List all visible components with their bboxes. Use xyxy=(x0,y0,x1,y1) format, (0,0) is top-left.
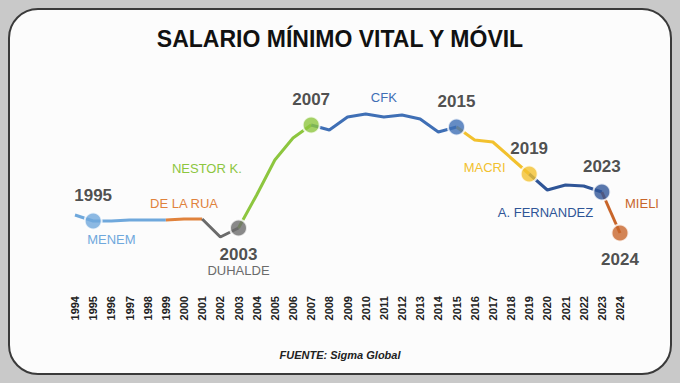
svg-text:1997: 1997 xyxy=(124,296,136,320)
svg-text:2023: 2023 xyxy=(596,296,608,320)
svg-text:2008: 2008 xyxy=(323,296,335,320)
svg-text:2003: 2003 xyxy=(233,296,245,320)
svg-text:2019: 2019 xyxy=(510,139,548,158)
svg-text:1995: 1995 xyxy=(87,296,99,320)
svg-text:MENEM: MENEM xyxy=(87,232,135,247)
svg-text:2006: 2006 xyxy=(287,296,299,320)
svg-text:2002: 2002 xyxy=(214,296,226,320)
svg-text:1995: 1995 xyxy=(74,186,112,205)
svg-text:NESTOR K.: NESTOR K. xyxy=(172,161,242,176)
svg-text:2012: 2012 xyxy=(396,296,408,320)
svg-text:2004: 2004 xyxy=(251,295,263,320)
svg-text:2010: 2010 xyxy=(360,296,372,320)
svg-text:2024: 2024 xyxy=(601,250,639,269)
svg-text:Sigma Global: Sigma Global xyxy=(327,349,401,361)
svg-text:CFK: CFK xyxy=(371,90,397,105)
svg-text:2019: 2019 xyxy=(523,296,535,320)
svg-text:2003: 2003 xyxy=(220,245,258,264)
svg-text:MACRI: MACRI xyxy=(464,160,506,175)
svg-text:1994: 1994 xyxy=(69,295,81,320)
svg-text:2013: 2013 xyxy=(414,296,426,320)
svg-text:DE LA RUA: DE LA RUA xyxy=(150,196,218,211)
svg-text:2015: 2015 xyxy=(451,296,463,320)
svg-text:2011: 2011 xyxy=(378,296,390,320)
svg-text:FUENTE:: FUENTE: xyxy=(279,349,327,361)
svg-text:DUHALDE: DUHALDE xyxy=(207,263,269,278)
svg-text:1999: 1999 xyxy=(160,296,172,320)
svg-text:2024: 2024 xyxy=(614,295,626,320)
svg-text:2007: 2007 xyxy=(305,296,317,320)
svg-text:MIELI: MIELI xyxy=(625,196,659,211)
svg-text:2007: 2007 xyxy=(292,90,330,109)
svg-text:1998: 1998 xyxy=(142,296,154,320)
svg-text:SALARIO MÍNIMO VITAL Y MÓVIL: SALARIO MÍNIMO VITAL Y MÓVIL xyxy=(157,25,523,52)
svg-text:2015: 2015 xyxy=(438,92,476,111)
svg-text:2009: 2009 xyxy=(342,296,354,320)
svg-text:2018: 2018 xyxy=(505,296,517,320)
svg-text:2017: 2017 xyxy=(487,296,499,320)
svg-text:2001: 2001 xyxy=(196,296,208,320)
svg-text:2016: 2016 xyxy=(469,296,481,320)
svg-text:2000: 2000 xyxy=(178,296,190,320)
svg-text:2020: 2020 xyxy=(541,296,553,320)
svg-text:2021: 2021 xyxy=(560,296,572,320)
svg-text:A. FERNANDEZ: A. FERNANDEZ xyxy=(498,205,593,220)
svg-text:1996: 1996 xyxy=(105,296,117,320)
svg-text:2014: 2014 xyxy=(432,295,444,320)
svg-text:2023: 2023 xyxy=(583,157,621,176)
svg-text:2022: 2022 xyxy=(578,296,590,320)
svg-text:2005: 2005 xyxy=(269,296,281,320)
